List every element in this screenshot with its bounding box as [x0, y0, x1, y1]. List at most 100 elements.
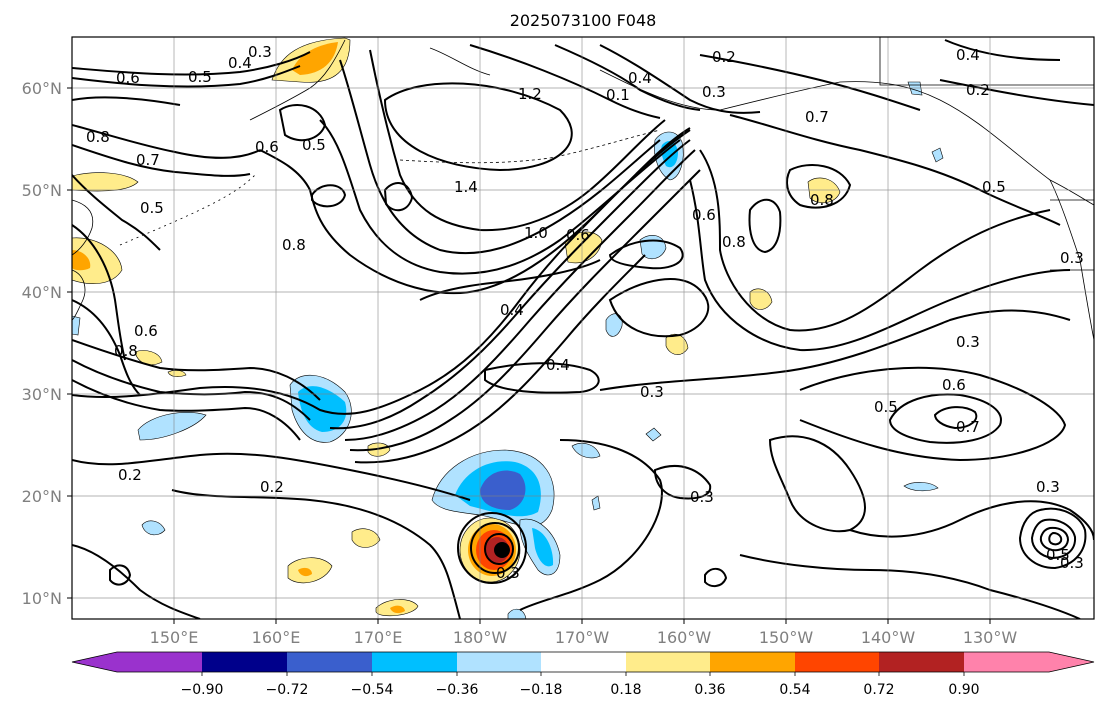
lon-tick-label: 130°W — [963, 628, 1018, 647]
lat-tick-label: 60°N — [22, 79, 62, 98]
contour-label: 0.3 — [956, 333, 980, 351]
shade-negative-n4 — [571, 443, 601, 459]
longitude-tick-labels: 150°E 160°E 170°E 180°W 170°W 160°W 150°… — [150, 628, 1018, 647]
lon-tick-label: 150°E — [150, 628, 199, 647]
contour-label: 0.7 — [956, 418, 980, 436]
shade-positive-c4 — [665, 333, 689, 355]
contour-label: 0.8 — [810, 191, 834, 209]
shade-positive-w3 — [134, 350, 163, 365]
lon-tick-label: 140°W — [861, 628, 916, 647]
contour-label: 0.5 — [188, 68, 212, 86]
contour-label: 0.8 — [722, 233, 746, 251]
shade-negative-typhoon-e-core — [532, 528, 554, 567]
contour-label: 0.6 — [116, 69, 140, 87]
contour-label: 0.3 — [690, 488, 714, 506]
lon-tick-label: 160°W — [657, 628, 712, 647]
colorbar-label: −0.90 — [181, 682, 224, 698]
contour-label: 0.5 — [302, 136, 326, 154]
contour-label: 0.6 — [942, 376, 966, 394]
shade-positive-c7-core — [298, 567, 312, 577]
colorbar-label: 0.18 — [610, 682, 641, 698]
colorbar-segment-min — [72, 652, 202, 672]
shade-positive-c8-core — [390, 605, 405, 614]
colorbar-label: 0.54 — [779, 682, 810, 698]
contour-label: 0.2 — [966, 81, 990, 99]
shade-negative-n3 — [605, 313, 623, 337]
contour-label: 0.3 — [496, 564, 520, 582]
shade-negative-w3 — [141, 520, 166, 536]
shade-negative-n10 — [72, 315, 81, 336]
contour-label: 1.4 — [454, 178, 478, 196]
contour-label: 0.4 — [956, 46, 980, 64]
shade-negative-n5 — [645, 427, 662, 442]
colorbar-segment — [372, 652, 457, 672]
contour-label: 0.5 — [1046, 546, 1070, 564]
shade-negative-n7 — [903, 482, 939, 492]
shade-negative-n6 — [591, 495, 601, 511]
colorbar-segment — [710, 652, 795, 672]
contour-label: 0.6 — [255, 138, 279, 156]
lon-tick-label: 180°W — [453, 628, 508, 647]
contour-label: 0.3 — [640, 383, 664, 401]
contour-label: 0.3 — [1036, 478, 1060, 496]
lon-tick-label: 170°E — [354, 628, 403, 647]
contour-label: 0.7 — [136, 151, 160, 169]
colorbar-label: 0.90 — [948, 682, 979, 698]
latitude-tick-labels: 60°N 50°N 40°N 30°N 20°N 10°N — [22, 79, 62, 608]
lat-tick-label: 40°N — [22, 283, 62, 302]
lon-tick-label: 150°W — [759, 628, 814, 647]
shade-positive-w2-core — [72, 250, 91, 271]
contour-label: 0.3 — [702, 83, 726, 101]
shade-negative-w1-core — [298, 386, 347, 432]
colorbar-label: 0.72 — [863, 682, 894, 698]
shade-positive-c3 — [807, 177, 841, 204]
colorbar-label: 0.36 — [694, 682, 725, 698]
colorbar-label: −0.18 — [520, 682, 563, 698]
plot-background — [72, 37, 1094, 619]
contour-label: 0.6 — [134, 322, 158, 340]
contour-lines — [72, 39, 1094, 619]
plot-area: 0.3 0.4 0.5 0.6 0.8 0.7 0.5 0.6 0.5 1.2 … — [71, 36, 1095, 620]
contour-label: 0.4 — [228, 54, 252, 72]
lat-tick-label: 50°N — [22, 181, 62, 200]
contour-label: 1.2 — [518, 85, 542, 103]
shade-positive-c2 — [749, 288, 773, 310]
colorbar-segment-max — [964, 652, 1094, 672]
contour-label: 0.3 — [248, 43, 272, 61]
contour-label: 0.8 — [86, 128, 110, 146]
contour-label: 0.4 — [546, 356, 570, 374]
map-title: 2025073100 F048 — [510, 11, 657, 30]
lat-tick-label: 30°N — [22, 385, 62, 404]
colorbar-segment — [541, 652, 626, 672]
contour-label: 0.3 — [1060, 249, 1084, 267]
shade-positive-nw-core — [292, 42, 338, 75]
contour-label: 0.1 — [606, 86, 630, 104]
contour-label: 0.8 — [282, 236, 306, 254]
lon-tick-label: 160°E — [252, 628, 301, 647]
colorbar-segment — [626, 652, 710, 672]
lat-tick-label: 20°N — [22, 487, 62, 506]
shaded-regions — [72, 37, 944, 619]
colorbar-label: −0.36 — [436, 682, 479, 698]
lat-tick-label: 10°N — [22, 589, 62, 608]
lon-tick-label: 170°W — [555, 628, 610, 647]
shade-positive-c6 — [351, 528, 381, 548]
colorbar-segment — [202, 652, 287, 672]
shade-negative-n8 — [931, 147, 944, 163]
contour-label: 0.5 — [874, 398, 898, 416]
shade-negative-typhoon-n-core — [480, 470, 526, 510]
coastlines — [72, 37, 1094, 341]
colorbar-segment — [879, 652, 964, 672]
colorbar-segment — [795, 652, 879, 672]
contour-label: 0.2 — [260, 478, 284, 496]
contour-label: 0.4 — [500, 301, 524, 319]
colorbar-segment — [287, 652, 372, 672]
contour-label: 0.5 — [982, 178, 1006, 196]
contour-label: 0.6 — [692, 206, 716, 224]
colorbar-label: −0.54 — [351, 682, 394, 698]
colorbar: −0.90 −0.72 −0.54 −0.36 −0.18 0.18 0.36 … — [71, 651, 1095, 698]
contour-label: 0.7 — [805, 108, 829, 126]
contour-label: 0.2 — [712, 48, 736, 66]
contour-labels: 0.3 0.4 0.5 0.6 0.8 0.7 0.5 0.6 0.5 1.2 … — [86, 43, 1084, 582]
